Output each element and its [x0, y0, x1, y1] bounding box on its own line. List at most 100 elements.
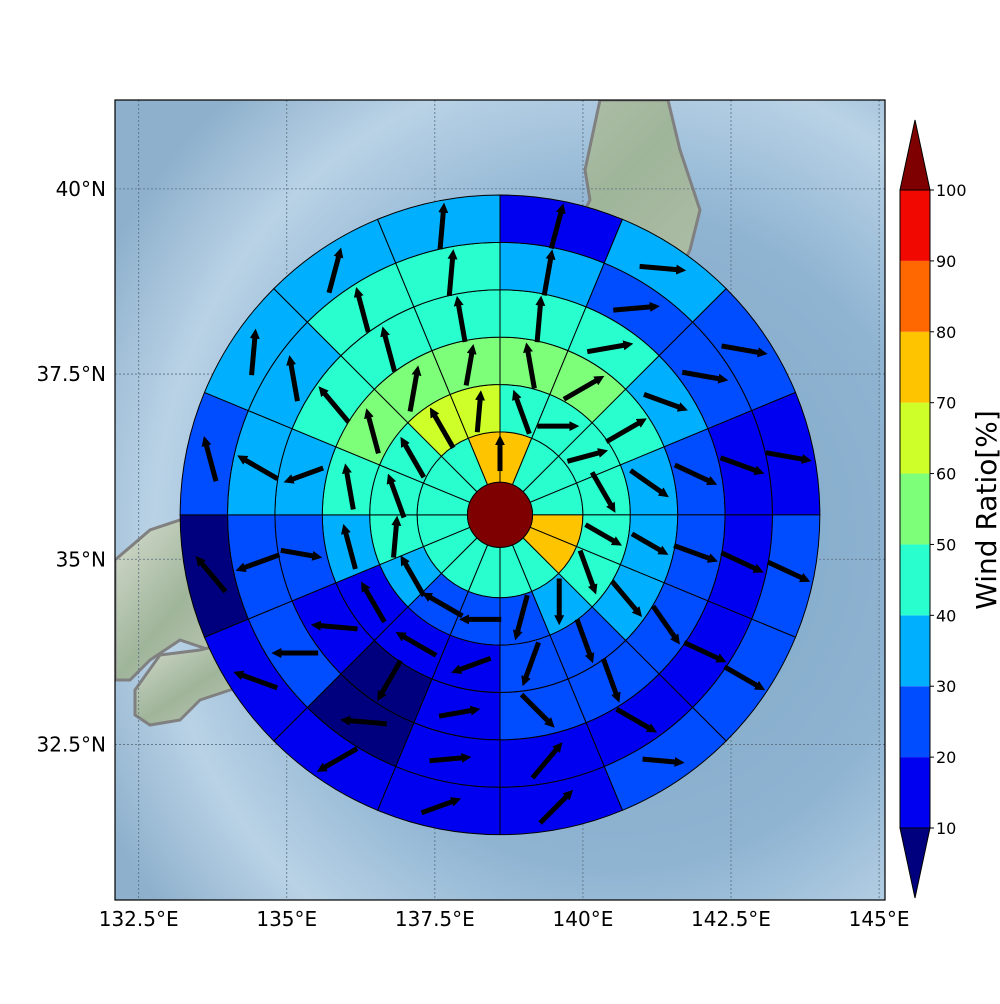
lat-tick-labels: 40°N 37.5°N 35°N 32.5°N: [37, 177, 107, 757]
colorbar-label: Wind Ratio[%]: [970, 410, 1000, 610]
wind-arrow: [391, 515, 402, 558]
wind-arrow: [610, 579, 643, 618]
sector-cell: [376, 194, 501, 264]
wind-arrow: [237, 455, 279, 481]
wind-arrow: [523, 342, 537, 389]
colorbar-segment: [900, 473, 930, 545]
wind-arrow: [353, 286, 371, 333]
wind-arrow: [642, 756, 685, 767]
wind-arrow: [364, 408, 381, 455]
wind-arrow: [630, 531, 669, 555]
lat-tick-label: 32.5°N: [37, 732, 107, 756]
lat-tick-label: 35°N: [56, 547, 106, 571]
wind-arrow: [283, 465, 325, 484]
wind-arrow: [235, 552, 281, 573]
wind-arrow: [201, 436, 219, 482]
wind-arrow: [341, 463, 356, 510]
wind-arrow: [310, 620, 358, 632]
wind-arrow: [586, 340, 634, 355]
wind-arrow: [673, 462, 718, 486]
wind-arrow: [651, 604, 680, 645]
wind-arrow: [280, 547, 323, 561]
axes-frame: [114, 99, 886, 901]
lon-tick-label: 140°E: [553, 907, 614, 931]
wind-arrow: [400, 555, 427, 597]
wind-arrow: [400, 436, 427, 479]
wind-arrow: [316, 746, 359, 772]
wind-arrow: [361, 581, 387, 624]
lon-tick-label: 135°E: [256, 907, 317, 931]
lon-tick-label: 132.5°E: [99, 907, 179, 931]
lon-tick-label: 145°E: [849, 907, 910, 931]
wind-arrow: [605, 418, 647, 444]
wind-arrow: [765, 450, 812, 465]
wind-arrow: [340, 715, 387, 727]
wind-arrows: [195, 202, 812, 825]
wind-arrow: [519, 692, 555, 728]
wind-arrow: [548, 203, 566, 250]
wind-arrow: [681, 369, 729, 384]
wind-arrow: [721, 343, 768, 358]
wind-arrow: [538, 789, 574, 825]
colorbar-segment: [900, 544, 930, 616]
colorbar: 10 20 30 40 50 60 70 80 90 100: [899, 119, 967, 899]
colorbar-segment: [900, 686, 930, 758]
colorbar-tick-label: 60: [936, 465, 956, 484]
wind-arrow: [429, 752, 472, 764]
colorbar-tick-label: 40: [936, 606, 956, 625]
colorbar-extend-max: [899, 119, 931, 191]
wind-arrow: [438, 705, 481, 719]
wind-arrow: [326, 247, 344, 294]
wind-arrow: [446, 249, 458, 296]
wind-arrow: [286, 355, 300, 402]
colorbar-segment: [900, 402, 930, 474]
wind-arrow: [474, 390, 486, 433]
wind-arrow: [318, 386, 351, 424]
lon-tick-labels: 132.5°E 135°E 137.5°E 140°E 142.5°E 145°E: [99, 907, 910, 931]
wind-arrow: [589, 471, 616, 513]
wind-arrow: [407, 365, 422, 412]
wind-arrow: [386, 473, 407, 519]
wind-arrow: [720, 550, 764, 573]
wind-arrow: [463, 343, 477, 386]
lat-tick-label: 40°N: [56, 177, 106, 201]
colorbar-extend-min: [899, 827, 931, 899]
wind-arrow: [673, 543, 718, 563]
wind-arrow: [766, 559, 811, 583]
wind-arrow: [421, 592, 464, 619]
lon-tick-label: 137.5°E: [395, 907, 475, 931]
wind-arrow: [615, 706, 658, 733]
wind-arrow: [643, 392, 688, 412]
wind-arrow: [584, 522, 622, 546]
wind-arrow: [629, 468, 669, 498]
colorbar-tick-label: 100: [936, 181, 967, 200]
center-disk: [466, 481, 534, 548]
colorbar-tick-label: 50: [936, 535, 956, 554]
wind-arrow: [437, 202, 449, 250]
wind-arrow: [429, 407, 456, 450]
wind-arrow: [521, 641, 541, 687]
wind-arrow: [341, 523, 358, 570]
wind-arrow: [512, 594, 530, 641]
lon-tick-label: 142.5°E: [691, 907, 771, 931]
colorbar-tick-label: 90: [936, 252, 956, 271]
wind-arrow: [683, 640, 727, 663]
wind-arrow: [453, 295, 468, 343]
colorbar-tick-label: 80: [936, 323, 956, 342]
wind-arrow: [420, 797, 462, 816]
wind-arrow: [377, 659, 403, 702]
wind-arrow: [639, 263, 687, 275]
wind-arrow: [719, 455, 765, 475]
wind-arrow: [534, 295, 546, 343]
wind-arrow: [562, 375, 605, 402]
wind-arrow: [600, 657, 621, 703]
wind-arrow: [613, 301, 660, 313]
colorbar-frame: [899, 189, 931, 829]
wind-arrow: [233, 670, 279, 691]
wind-arrow: [577, 549, 598, 595]
wind-arrow: [541, 249, 556, 296]
colorbar-segment: [900, 190, 930, 261]
colorbar-segment: [900, 331, 930, 403]
